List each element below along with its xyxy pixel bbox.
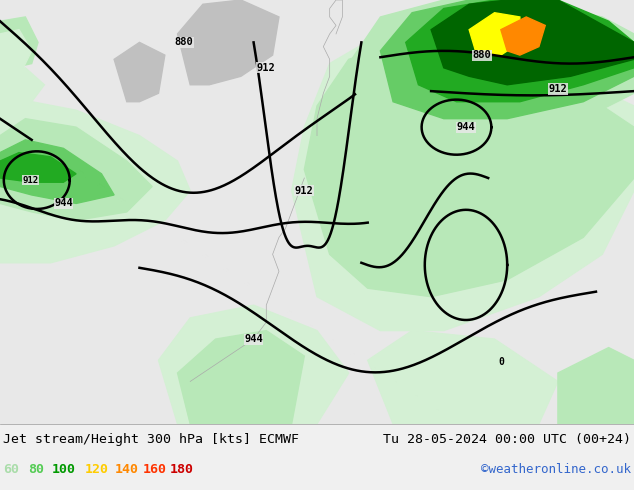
- Polygon shape: [178, 331, 304, 424]
- Text: 100: 100: [52, 464, 76, 476]
- Polygon shape: [558, 347, 634, 424]
- Polygon shape: [368, 331, 558, 424]
- Polygon shape: [304, 43, 634, 297]
- Polygon shape: [158, 305, 349, 424]
- Polygon shape: [0, 119, 152, 220]
- Text: 944: 944: [54, 198, 73, 208]
- Text: 60: 60: [3, 464, 19, 476]
- Polygon shape: [0, 68, 44, 119]
- Text: 912: 912: [548, 84, 567, 94]
- Text: 912: 912: [295, 186, 314, 196]
- Polygon shape: [0, 152, 76, 182]
- Polygon shape: [0, 140, 114, 203]
- Polygon shape: [0, 30, 32, 76]
- Polygon shape: [469, 13, 520, 55]
- Text: Tu 28-05-2024 00:00 UTC (00+24): Tu 28-05-2024 00:00 UTC (00+24): [383, 433, 631, 446]
- Polygon shape: [178, 0, 279, 85]
- Polygon shape: [501, 17, 545, 55]
- Text: 160: 160: [143, 464, 167, 476]
- Text: 880: 880: [472, 50, 491, 60]
- Text: Jet stream/Height 300 hPa [kts] ECMWF: Jet stream/Height 300 hPa [kts] ECMWF: [3, 433, 299, 446]
- Text: 944: 944: [456, 122, 476, 132]
- Polygon shape: [406, 0, 634, 102]
- Text: 912: 912: [22, 175, 39, 185]
- Polygon shape: [431, 0, 634, 85]
- Text: 0: 0: [498, 357, 504, 368]
- Polygon shape: [0, 17, 38, 68]
- Polygon shape: [349, 0, 634, 136]
- Text: 944: 944: [244, 334, 263, 344]
- Text: 120: 120: [85, 464, 109, 476]
- Polygon shape: [380, 0, 634, 119]
- Text: 912: 912: [257, 63, 276, 73]
- Text: 80: 80: [28, 464, 44, 476]
- Polygon shape: [292, 34, 634, 331]
- Text: ©weatheronline.co.uk: ©weatheronline.co.uk: [481, 464, 631, 476]
- Polygon shape: [114, 43, 165, 102]
- Text: 140: 140: [115, 464, 139, 476]
- Text: 880: 880: [174, 37, 193, 48]
- Text: 180: 180: [170, 464, 194, 476]
- Polygon shape: [0, 102, 190, 263]
